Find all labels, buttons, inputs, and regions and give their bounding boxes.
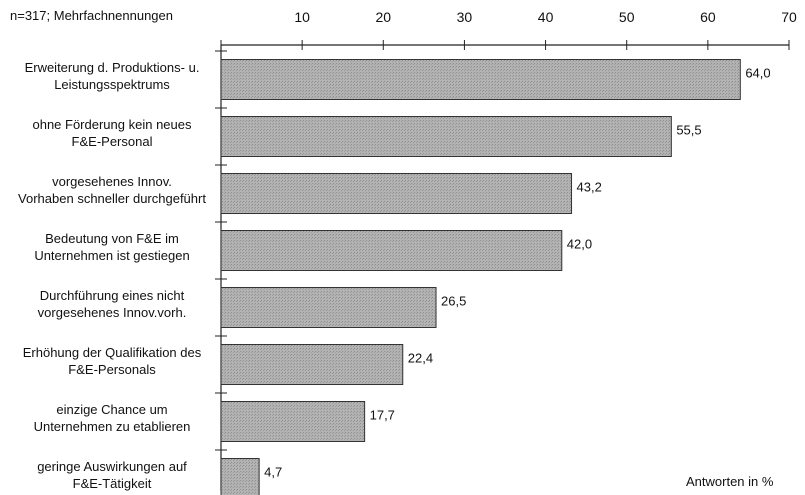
value-label: 64,0 bbox=[745, 66, 770, 81]
value-label: 22,4 bbox=[408, 351, 433, 366]
value-label: 42,0 bbox=[567, 237, 592, 252]
category-label: Erhöhung der Qualifikation des bbox=[23, 345, 202, 360]
category-label: Unternehmen zu etablieren bbox=[34, 419, 191, 434]
sample-note: n=317; Mehrfachnennungen bbox=[10, 8, 173, 23]
bar bbox=[220, 173, 573, 214]
category-label: vorgesehenes Innov. bbox=[52, 174, 172, 189]
bar bbox=[220, 59, 741, 100]
category-label: vorgesehenes Innov.vorh. bbox=[38, 305, 187, 320]
category-label: Durchführung eines nicht bbox=[40, 288, 185, 303]
unit-label: Antworten in % bbox=[686, 474, 774, 489]
value-label: 43,2 bbox=[577, 180, 602, 195]
category-label: Vorhaben schneller durchgeführt bbox=[18, 191, 206, 206]
x-tick-label: 20 bbox=[375, 9, 391, 25]
value-label: 17,7 bbox=[370, 408, 395, 423]
category-label: Leistungsspektrums bbox=[54, 77, 170, 92]
x-tick-label: 40 bbox=[538, 9, 554, 25]
x-tick-label: 70 bbox=[781, 9, 797, 25]
value-label: 55,5 bbox=[676, 123, 701, 138]
category-label: Bedeutung von F&E im bbox=[45, 231, 179, 246]
category-label: einzige Chance um bbox=[56, 402, 167, 417]
bar bbox=[220, 116, 672, 157]
category-label: Unternehmen ist gestiegen bbox=[34, 248, 189, 263]
bar bbox=[220, 344, 404, 385]
x-tick-label: 30 bbox=[457, 9, 473, 25]
x-tick-label: 50 bbox=[619, 9, 635, 25]
category-label: geringe Auswirkungen auf bbox=[37, 459, 187, 474]
value-label: 26,5 bbox=[441, 294, 466, 309]
category-label: Erweiterung d. Produktions- u. bbox=[25, 60, 200, 75]
value-label: 4,7 bbox=[264, 465, 282, 480]
x-tick-label: 60 bbox=[700, 9, 716, 25]
bar bbox=[220, 230, 563, 271]
bar bbox=[220, 401, 366, 442]
category-label: ohne Förderung kein neues bbox=[32, 117, 192, 132]
bar bbox=[220, 458, 260, 495]
category-label: F&E-Personals bbox=[68, 362, 156, 377]
category-label: F&E-Tätigkeit bbox=[73, 476, 152, 491]
category-label: F&E-Personal bbox=[72, 134, 153, 149]
x-tick-label: 10 bbox=[294, 9, 310, 25]
bar bbox=[220, 287, 437, 328]
